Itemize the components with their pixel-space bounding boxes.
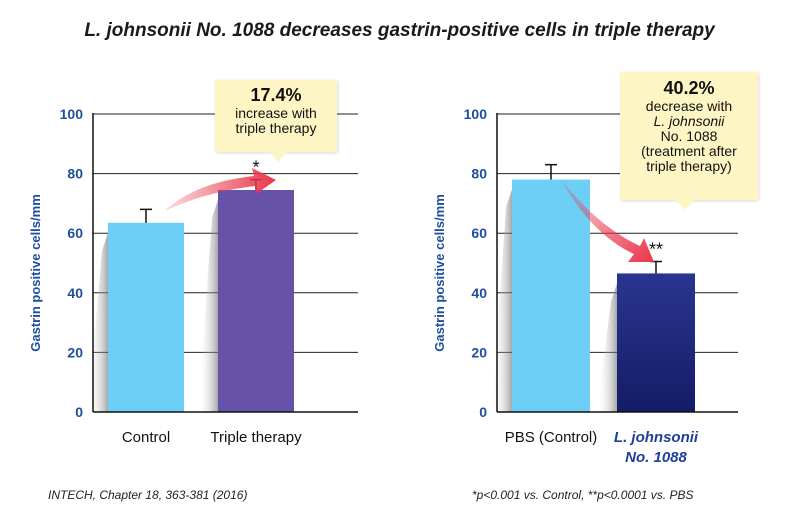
bar: [512, 179, 590, 412]
decrease-arrow: [560, 178, 654, 262]
y-tick-label: 60: [67, 225, 83, 241]
decrease-text-1: decrease with: [645, 98, 733, 114]
chart-title: L. johnsonii No. 1088 decreases gastrin-…: [84, 20, 715, 41]
y-tick-label: 0: [75, 404, 83, 420]
increase-text: increase with triple therapy: [235, 105, 317, 136]
bar-shadow: [88, 232, 108, 412]
bar: [218, 189, 294, 412]
y-tick-label: 40: [471, 285, 487, 301]
bar-shadow: [198, 199, 218, 412]
y-tick-label: 20: [471, 344, 487, 360]
decrease-callout-tail: [676, 200, 694, 210]
significance-marker: *: [252, 158, 259, 178]
decrease-text-2: L. johnsonii: [653, 113, 725, 129]
x-tick-label: No. 1088: [625, 449, 687, 466]
x-tick-label: Triple therapy: [210, 429, 302, 446]
source-citation: INTECH, Chapter 18, 363-381 (2016): [48, 488, 248, 502]
decrease-text-3: No. 1088 (treatment after triple therapy…: [641, 128, 737, 174]
y-tick-label: 20: [67, 344, 83, 360]
bar: [617, 273, 695, 412]
y-tick-label: 0: [479, 404, 487, 420]
y-tick-label: 80: [471, 166, 487, 182]
y-tick-label: 100: [60, 106, 84, 122]
increase-arrow: [163, 168, 276, 212]
y-tick-label: 40: [67, 285, 83, 301]
increase-percent: 17.4%: [250, 85, 302, 105]
y-tick-label: 80: [67, 166, 83, 182]
y-tick-label: 100: [464, 106, 488, 122]
y-tick-label: 60: [471, 225, 487, 241]
decrease-callout: 40.2% decrease with L. johnsonii No. 108…: [620, 72, 758, 200]
x-tick-label: PBS (Control): [505, 429, 598, 446]
y-axis-label: Gastrin positive cells/mm: [432, 194, 447, 352]
decrease-percent: 40.2%: [663, 78, 715, 98]
bar: [108, 222, 184, 412]
x-tick-label: L. johnsonii: [614, 429, 699, 446]
increase-callout: 17.4% increase with triple therapy: [215, 80, 337, 152]
significance-marker: **: [649, 240, 663, 260]
x-tick-label: Control: [122, 429, 170, 446]
bar-shadow: [492, 189, 512, 412]
significance-footnote: *p<0.001 vs. Control, **p<0.0001 vs. PBS: [472, 488, 694, 502]
y-axis-label: Gastrin positive cells/mm: [28, 194, 43, 352]
bar-shadow: [597, 283, 617, 412]
increase-callout-tail: [269, 152, 287, 162]
